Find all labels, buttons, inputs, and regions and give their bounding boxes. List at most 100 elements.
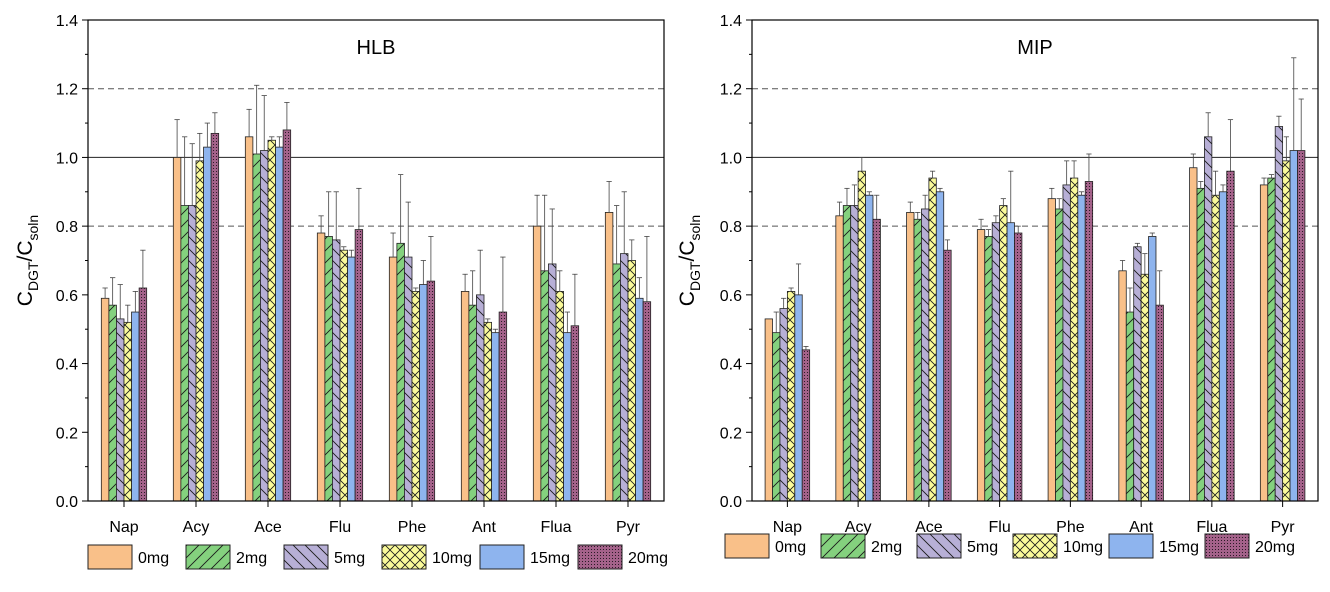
bar-pattern-5mg-Acy — [188, 205, 196, 501]
bar-pattern-5mg-Ant — [476, 294, 484, 501]
bar-0mg-Acy — [835, 215, 844, 502]
bar-pattern-2mg-Pyr — [612, 263, 621, 501]
bar-pattern-5mg-Flu — [992, 222, 1000, 501]
bar-pattern-10mg-Flu — [999, 205, 1008, 501]
x-tick-label: Phe — [398, 519, 427, 536]
bar-15mg-Flu — [347, 256, 356, 502]
y-tick-label: 0.4 — [56, 357, 78, 374]
legend-label-20mg: 20mg — [628, 550, 668, 567]
x-tick-label: Pyr — [616, 519, 641, 536]
y-tick-label: 1.0 — [56, 150, 78, 167]
bar-pattern-5mg-Nap — [779, 308, 788, 501]
bar-0mg-Phe — [1047, 198, 1056, 502]
bar-0mg-Nap — [100, 297, 110, 502]
legend-label-5mg: 5mg — [334, 550, 365, 567]
bar-pattern-20mg-Ant — [499, 312, 507, 501]
bar-15mg-Flua — [1218, 191, 1228, 502]
bar-pattern-20mg-Nap — [139, 287, 147, 501]
bar-pattern-10mg-Flua — [556, 291, 564, 501]
bar-0mg-Phe — [388, 256, 398, 502]
bar-0mg-Pyr — [1259, 184, 1269, 502]
x-tick-label: Pyr — [1271, 519, 1296, 536]
bar-15mg-Ant — [491, 332, 500, 502]
y-tick-label: 0.4 — [720, 357, 742, 374]
bar-pattern-20mg-Acy — [872, 219, 881, 501]
legend-swatch-pattern — [284, 545, 328, 569]
bar-pattern-20mg-Ace — [283, 129, 291, 501]
bar-pattern-2mg-Flu — [984, 236, 993, 501]
y-axis-label: CDGT/Csoln — [14, 215, 41, 306]
y-tick-label: 1.4 — [720, 13, 742, 30]
legend-label-5mg: 5mg — [967, 539, 998, 556]
bar-pattern-20mg-Ace — [943, 250, 952, 501]
x-tick-label: Ace — [254, 519, 282, 536]
bar-15mg-Acy — [203, 146, 212, 502]
legend-swatch-0mg — [87, 544, 133, 570]
mip-panel: 0.0 0.2 0.4 0.6 0.8 1.0 1.2 1.4 Nap Acy Ace Flu Phe A… — [676, 13, 1319, 559]
bar-pattern-2mg-Flua — [1197, 188, 1205, 501]
bar-pattern-20mg-Phe — [427, 281, 435, 501]
bar-pattern-2mg-Nap — [772, 332, 780, 501]
bar-0mg-Flu — [316, 232, 326, 502]
bar-pattern-2mg-Ace — [252, 153, 261, 501]
bar-pattern-5mg-Acy — [850, 205, 859, 501]
bar-pattern-20mg-Flua — [1226, 171, 1235, 501]
bar-pattern-20mg-Nap — [802, 349, 810, 501]
legend-swatch-pattern — [186, 545, 230, 569]
bar-0mg-Ant — [1118, 270, 1127, 502]
y-tick-label: 0.2 — [56, 425, 78, 442]
bar-pattern-10mg-Flua — [1211, 195, 1220, 501]
bar-pattern-10mg-Ace — [928, 178, 937, 502]
y-tick-label: 0.8 — [56, 219, 78, 236]
bar-pattern-20mg-Flua — [571, 325, 579, 501]
bar-pattern-20mg-Flu — [355, 229, 363, 502]
legend-label-10mg: 10mg — [432, 550, 472, 567]
legend-label-15mg: 15mg — [1159, 539, 1199, 556]
bar-pattern-10mg-Phe — [412, 291, 420, 501]
legend-swatch-15mg — [479, 544, 525, 570]
bar-pattern-2mg-Flua — [540, 270, 549, 501]
legend-label-10mg: 10mg — [1063, 539, 1103, 556]
bar-pattern-20mg-Pyr — [1297, 150, 1305, 502]
legend-label-20mg: 20mg — [1255, 539, 1295, 556]
bar-pattern-10mg-Acy — [196, 160, 204, 501]
bar-pattern-20mg-Flu — [1014, 233, 1022, 501]
bar-pattern-5mg-Flua — [1204, 136, 1212, 502]
bar-pattern-20mg-Phe — [1085, 181, 1093, 501]
legend-swatch-pattern — [382, 545, 426, 569]
bar-pattern-10mg-Pyr — [628, 260, 636, 501]
bar-pattern-2mg-Phe — [396, 243, 405, 502]
bar-0mg-Ant — [460, 291, 470, 502]
bar-pattern-20mg-Acy — [211, 133, 219, 501]
bar-0mg-Nap — [764, 318, 773, 502]
bar-0mg-Acy — [172, 157, 182, 502]
x-tick-label: Acy — [183, 519, 210, 536]
x-tick-label: Flu — [329, 519, 351, 536]
x-tick-label: Ace — [915, 519, 943, 536]
y-tick-label: 1.2 — [720, 82, 742, 99]
x-tick-label: Ant — [1129, 519, 1154, 536]
bar-pattern-2mg-Acy — [843, 205, 851, 501]
x-tick-label: Phe — [1056, 519, 1085, 536]
bar-15mg-Nap — [131, 311, 140, 502]
bar-0mg-Flu — [976, 229, 986, 502]
legend-swatch-pattern — [821, 534, 865, 558]
bar-pattern-20mg-Pyr — [643, 301, 651, 501]
bar-0mg-Ace — [244, 136, 254, 502]
bar-0mg-Pyr — [604, 211, 614, 502]
y-tick-label: 1.4 — [56, 13, 78, 30]
legend-swatch-pattern — [578, 545, 622, 569]
bar-pattern-5mg-Phe — [1062, 184, 1071, 501]
bar-15mg-Pyr — [1289, 150, 1298, 502]
y-tick-label: 0.6 — [56, 288, 78, 305]
bar-15mg-Flu — [1006, 222, 1015, 502]
legend-swatch-pattern — [1205, 534, 1249, 558]
bar-pattern-5mg-Pyr — [1275, 126, 1283, 501]
legend-label-0mg: 0mg — [775, 539, 806, 556]
bar-pattern-20mg-Ant — [1155, 305, 1164, 501]
bar-15mg-Phe — [419, 284, 428, 502]
bar-pattern-5mg-Pyr — [620, 253, 628, 501]
bar-pattern-10mg-Nap — [124, 322, 132, 501]
bar-pattern-2mg-Acy — [180, 205, 189, 501]
